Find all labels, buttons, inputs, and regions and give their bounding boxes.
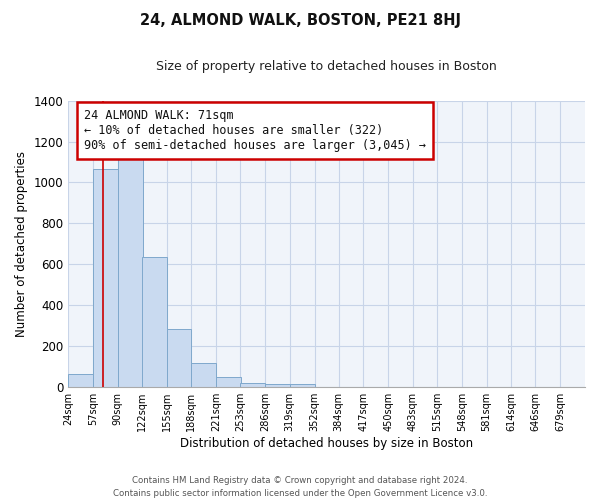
- Bar: [240, 382, 265, 387]
- Bar: [265, 384, 290, 387]
- Bar: [216, 378, 241, 387]
- Title: Size of property relative to detached houses in Boston: Size of property relative to detached ho…: [156, 60, 497, 73]
- Y-axis label: Number of detached properties: Number of detached properties: [15, 151, 28, 337]
- Bar: [290, 384, 314, 387]
- Text: 24, ALMOND WALK, BOSTON, PE21 8HJ: 24, ALMOND WALK, BOSTON, PE21 8HJ: [139, 12, 461, 28]
- Bar: [93, 169, 118, 387]
- Bar: [191, 362, 216, 387]
- Bar: [118, 152, 143, 387]
- Bar: [142, 257, 167, 387]
- Bar: [167, 329, 191, 387]
- Text: 24 ALMOND WALK: 71sqm
← 10% of detached houses are smaller (322)
90% of semi-det: 24 ALMOND WALK: 71sqm ← 10% of detached …: [83, 109, 425, 152]
- X-axis label: Distribution of detached houses by size in Boston: Distribution of detached houses by size …: [180, 437, 473, 450]
- Text: Contains HM Land Registry data © Crown copyright and database right 2024.
Contai: Contains HM Land Registry data © Crown c…: [113, 476, 487, 498]
- Bar: [68, 374, 93, 387]
